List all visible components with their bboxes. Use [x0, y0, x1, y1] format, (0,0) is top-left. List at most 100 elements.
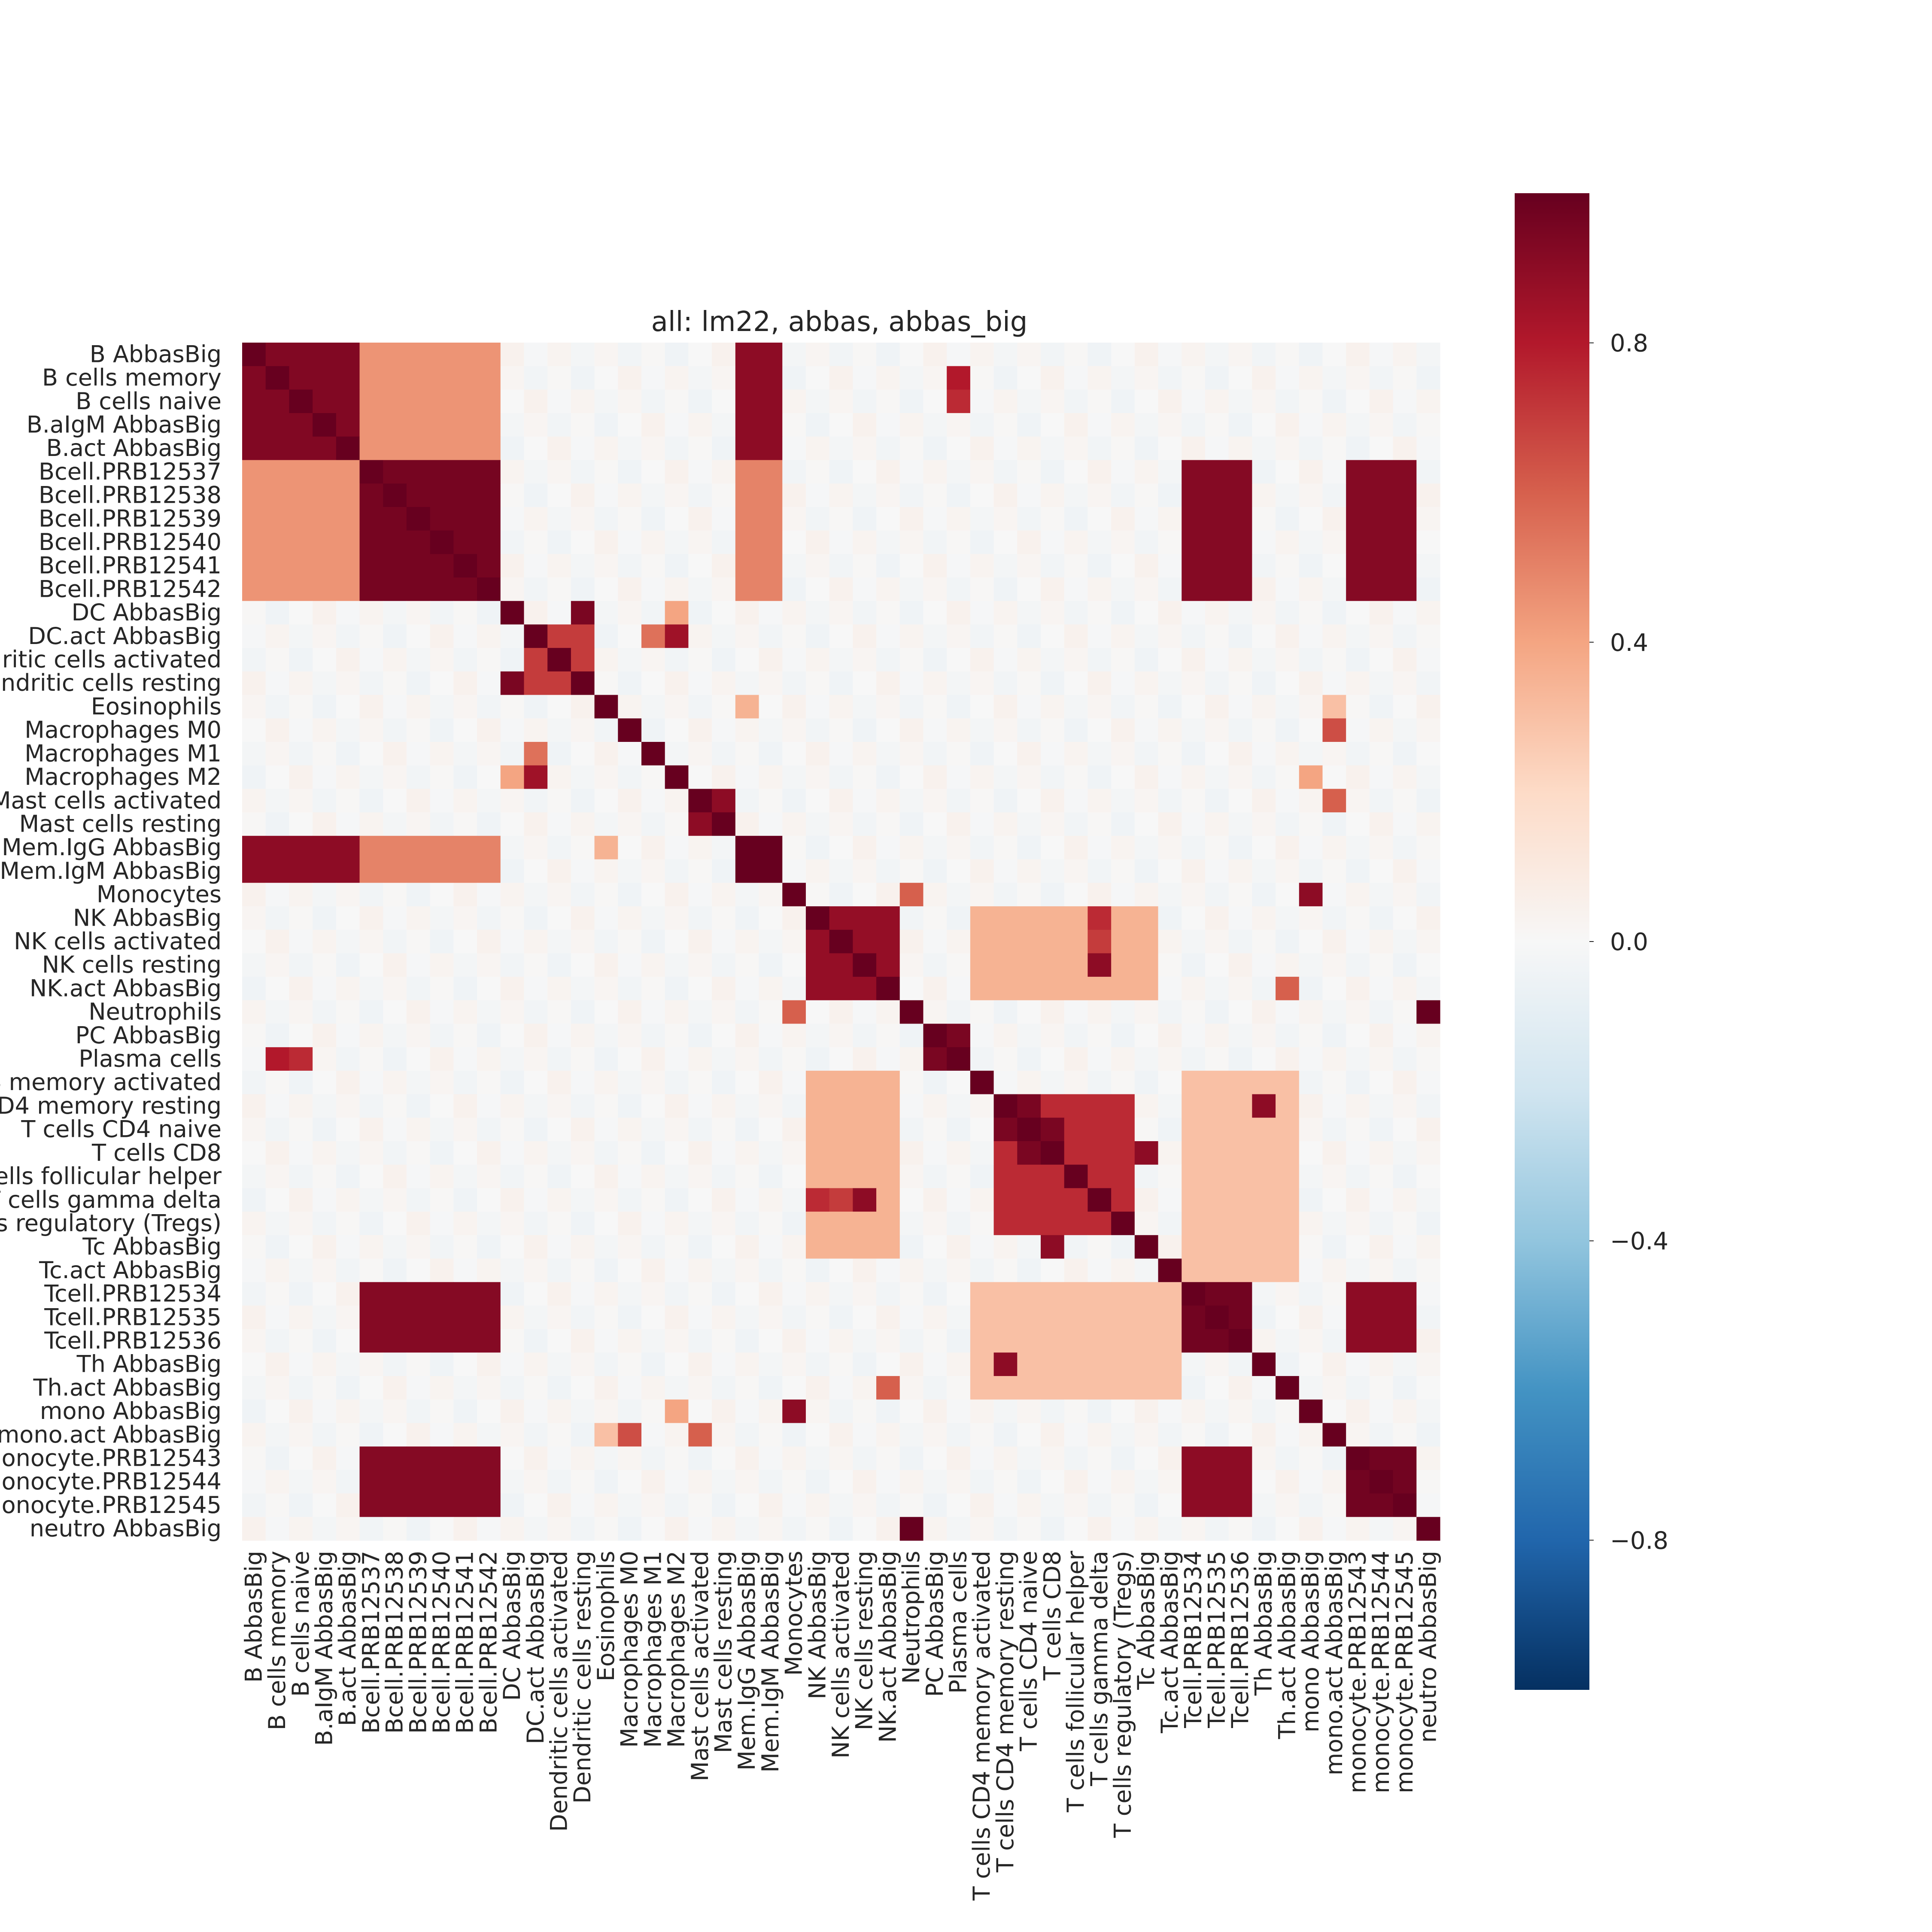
heatmap-cell [618, 1329, 642, 1353]
heatmap-cell [1228, 1493, 1252, 1517]
heatmap-cell [1111, 1376, 1135, 1400]
heatmap-cell [1228, 977, 1252, 1001]
heatmap-cell [759, 1493, 783, 1517]
heatmap-cell [500, 953, 525, 977]
heatmap-cell [1299, 1470, 1323, 1494]
heatmap-cell [829, 1024, 853, 1048]
heatmap-cell [1017, 765, 1041, 790]
y-tick-label: monocyte.PRB12545 [0, 1492, 222, 1519]
heatmap-cell [876, 812, 900, 836]
heatmap-cell [665, 1352, 689, 1376]
heatmap-cell [1369, 1305, 1394, 1330]
heatmap-cell [1158, 1141, 1182, 1165]
heatmap-cell [1369, 718, 1394, 742]
heatmap-cell [1393, 1493, 1417, 1517]
heatmap-cell [406, 1141, 431, 1165]
heatmap-cell [1276, 413, 1300, 437]
heatmap-cell [1088, 1517, 1112, 1541]
heatmap-cell [899, 765, 924, 790]
heatmap-cell [829, 1047, 853, 1071]
heatmap-cell [1369, 343, 1394, 367]
heatmap-cell [641, 1258, 665, 1282]
heatmap-cell [1182, 1164, 1206, 1189]
heatmap-cell [1111, 883, 1135, 907]
heatmap-cell [1322, 812, 1346, 836]
heatmap-cell [1134, 1094, 1159, 1118]
heatmap-cell [1158, 1446, 1182, 1470]
heatmap-cell [688, 1470, 712, 1494]
heatmap-cell [1041, 1070, 1065, 1095]
heatmap-cell [265, 530, 290, 554]
heatmap-cell [947, 1517, 971, 1541]
heatmap-cell [970, 906, 994, 930]
heatmap-cell [1088, 601, 1112, 625]
heatmap-cell [853, 883, 877, 907]
heatmap-cell [1041, 1212, 1065, 1236]
heatmap-cell [477, 1423, 501, 1447]
heatmap-cell [899, 930, 924, 954]
heatmap-cell [500, 577, 525, 601]
heatmap-cell [735, 1164, 759, 1189]
heatmap-cell [759, 695, 783, 719]
heatmap-cell [735, 1470, 759, 1494]
heatmap-cell [547, 1352, 571, 1376]
heatmap-cell [430, 1517, 454, 1541]
heatmap-cell [1299, 436, 1323, 461]
heatmap-cell [947, 1470, 971, 1494]
heatmap-cell [524, 1141, 548, 1165]
heatmap-cell [359, 930, 383, 954]
heatmap-cell [477, 460, 501, 484]
heatmap-cell [313, 835, 337, 860]
heatmap-cell [641, 624, 665, 648]
heatmap-cell [336, 1000, 360, 1024]
heatmap-cell [899, 1141, 924, 1165]
heatmap-cell [524, 624, 548, 648]
heatmap-cell [406, 1493, 431, 1517]
heatmap-cell [430, 1000, 454, 1024]
heatmap-cell [993, 648, 1018, 672]
heatmap-cell [242, 695, 266, 719]
heatmap-cell [242, 1164, 266, 1189]
heatmap-cell [853, 1164, 877, 1189]
heatmap-cell [735, 883, 759, 907]
heatmap-cell [547, 1047, 571, 1071]
heatmap-cell [1346, 1024, 1370, 1048]
heatmap-cell [1252, 483, 1276, 507]
heatmap-cell [1088, 789, 1112, 813]
heatmap-cell [1393, 1399, 1417, 1424]
heatmap-cell [1182, 1423, 1206, 1447]
heatmap-cell [712, 1000, 736, 1024]
heatmap-cell [1322, 695, 1346, 719]
heatmap-cell [524, 1070, 548, 1095]
heatmap-cell [735, 1047, 759, 1071]
heatmap-cell [1205, 389, 1229, 413]
y-tick-label: NK.act AbbasBig [30, 975, 222, 1002]
heatmap-cell [453, 671, 477, 696]
heatmap-cell [1158, 343, 1182, 367]
heatmap-cell [993, 507, 1018, 531]
heatmap-cell [524, 577, 548, 601]
heatmap-cell [853, 624, 877, 648]
heatmap-cell [430, 859, 454, 883]
heatmap-cell [923, 835, 947, 860]
heatmap-cell [1322, 366, 1346, 390]
heatmap-cell [665, 1493, 689, 1517]
heatmap-cell [430, 1235, 454, 1259]
heatmap-cell [1228, 343, 1252, 367]
heatmap-cell [359, 413, 383, 437]
heatmap-cell [993, 624, 1018, 648]
heatmap-cell [899, 1258, 924, 1282]
heatmap-cell [265, 930, 290, 954]
heatmap-cell [805, 601, 830, 625]
heatmap-cell [641, 1000, 665, 1024]
heatmap-cell [1393, 343, 1417, 367]
heatmap-cell [1041, 906, 1065, 930]
heatmap-cell [712, 554, 736, 578]
heatmap-cell [500, 977, 525, 1001]
heatmap-cell [313, 1352, 337, 1376]
heatmap-cell [688, 1399, 712, 1424]
heatmap-cell [1393, 1118, 1417, 1142]
colorbar-tick-label: −0.8 [1610, 1527, 1668, 1555]
heatmap-cell [430, 1188, 454, 1212]
heatmap-cell [289, 554, 313, 578]
